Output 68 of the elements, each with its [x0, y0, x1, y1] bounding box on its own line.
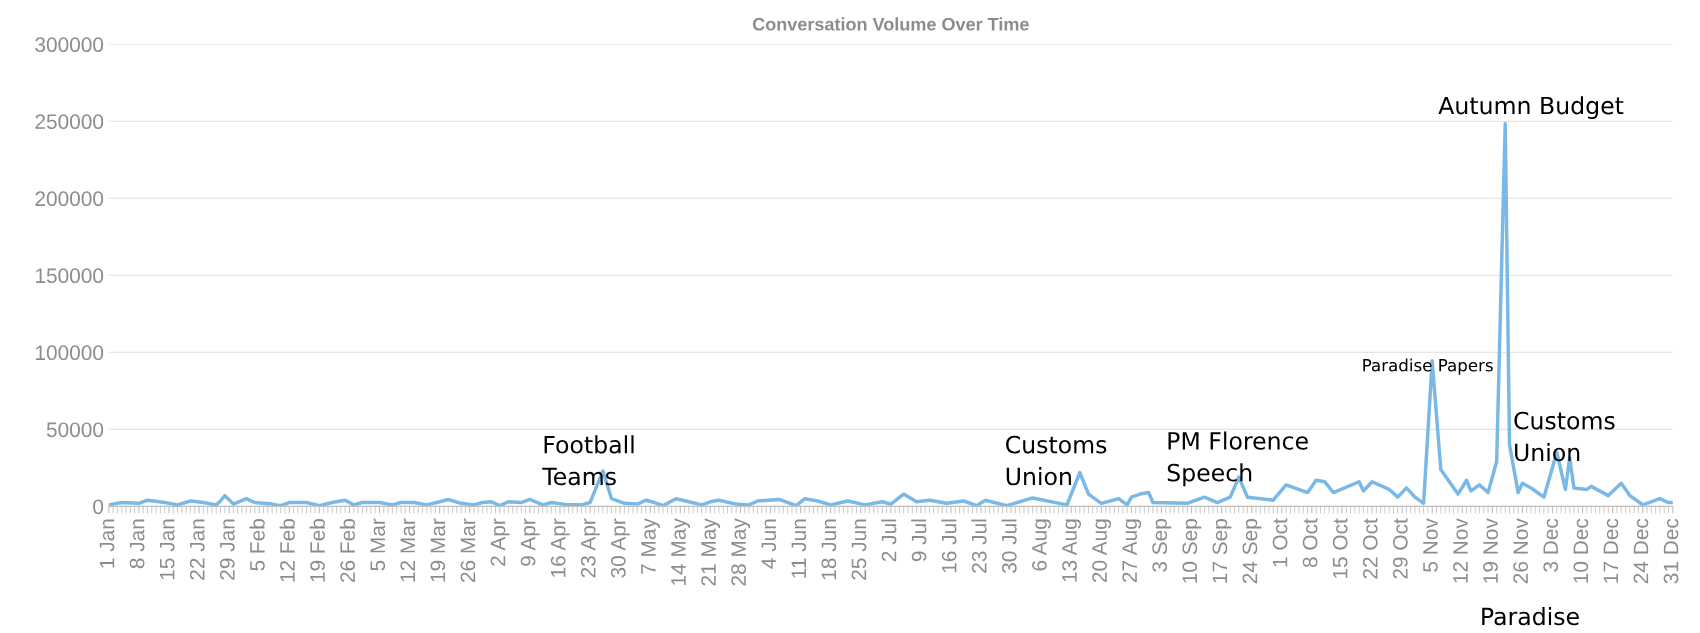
x-tick-label: 12 Nov	[1453, 518, 1468, 583]
y-tick-label: 200000	[35, 191, 104, 207]
x-tick-label: 5 Feb	[249, 519, 265, 571]
y-tick-label: 50000	[46, 422, 104, 438]
x-tick-label: 19 Mar	[430, 518, 446, 582]
annotation: Customs Union	[1006, 435, 1107, 486]
annotation: Customs Union	[1514, 411, 1615, 462]
x-tick-label: 15 Oct	[1332, 518, 1348, 578]
x-tick-label: 23 Jul	[971, 519, 987, 573]
y-tick-label: 100000	[36, 345, 104, 361]
annotation: PM Florence Speech	[1167, 431, 1308, 487]
x-tick-label: 5 Mar	[370, 518, 386, 571]
x-tick-label: 4 Jun	[761, 519, 777, 569]
x-tick-label: 29 Jan	[219, 519, 235, 580]
y-tick-label: 300000	[35, 37, 104, 53]
annotation: Autumn Budget	[1438, 96, 1624, 119]
x-tick-label: 28 May	[731, 518, 751, 586]
x-tick-label: 9 Jul	[911, 519, 927, 562]
x-tick-label: 2 Jul	[881, 519, 897, 562]
x-tick-label: 22 Jan	[189, 519, 205, 580]
x-tick-label: 24 Dec	[1633, 518, 1649, 584]
x-tick-label: 27 Aug	[1122, 519, 1142, 583]
x-tick-label: 23 Apr	[580, 518, 600, 578]
x-tick-label: 10 Dec	[1573, 518, 1589, 583]
x-tick-label: 19 Feb	[309, 519, 325, 582]
x-tick-label: 6 Aug	[1032, 519, 1051, 571]
x-tick-label: 29 Oct	[1392, 518, 1408, 579]
x-tick-label: 24 Sep	[1242, 519, 1262, 584]
x-tick-label: 3 Dec	[1543, 518, 1559, 572]
annotation: Paradise Papers	[1363, 358, 1493, 375]
x-tick-label: 26 Feb	[339, 519, 356, 583]
x-tick-label: 1 Oct	[1272, 518, 1288, 567]
x-tick-label: 10 Sep	[1182, 519, 1202, 583]
x-tick-label: 25 Jun	[851, 519, 867, 580]
x-tick-label: 15 Jan	[160, 519, 175, 580]
x-tick-label: 2 Apr	[490, 518, 510, 566]
x-tick-label: 3 Sep	[1152, 519, 1172, 572]
x-tick-label: 30 Jul	[1001, 519, 1017, 573]
x-tick-label: 26 Mar	[460, 518, 476, 582]
chart-title: Conversation Volume Over Time	[752, 17, 1029, 31]
x-tick-label: 26 Nov	[1513, 518, 1529, 584]
x-tick-label: 17 Dec	[1603, 518, 1619, 583]
x-tick-label: 16 Apr	[550, 518, 570, 577]
x-tick-label: 7 May	[641, 518, 660, 574]
x-tick-label: 19 Nov	[1483, 518, 1498, 583]
x-tick-label: 9 Apr	[520, 518, 540, 566]
x-tick-label: 31 Dec	[1663, 518, 1679, 584]
annotation: Football Teams	[542, 435, 634, 486]
x-tick-label: 17 Sep	[1212, 519, 1232, 583]
x-tick-label: 16 Jul	[941, 519, 957, 573]
y-tick-label: 250000	[35, 114, 104, 130]
x-tick-label: 20 Aug	[1092, 519, 1112, 583]
x-tick-label: 22 Oct	[1362, 518, 1378, 579]
x-tick-label: 12 Feb	[279, 519, 295, 582]
x-tick-label: 1 Jan	[99, 519, 115, 568]
x-tick-label: 8 Oct	[1302, 518, 1318, 568]
y-tick-label: 0	[93, 499, 104, 515]
x-tick-label: 21 May	[701, 518, 721, 586]
x-tick-label: 30 Apr	[610, 518, 630, 578]
x-tick-label: 18 Jun	[821, 519, 837, 580]
x-tick-label: 12 Mar	[400, 518, 416, 582]
x-tick-label: 14 May	[671, 518, 690, 585]
x-tick-label: 8 Jan	[129, 519, 145, 569]
x-tick-label: 11 Jun	[791, 519, 807, 578]
x-tick-label: 5 Nov	[1423, 518, 1438, 572]
y-tick-label: 150000	[36, 268, 104, 284]
x-tick-label: 13 Aug	[1062, 519, 1081, 582]
text: Paradise	[1482, 606, 1579, 626]
